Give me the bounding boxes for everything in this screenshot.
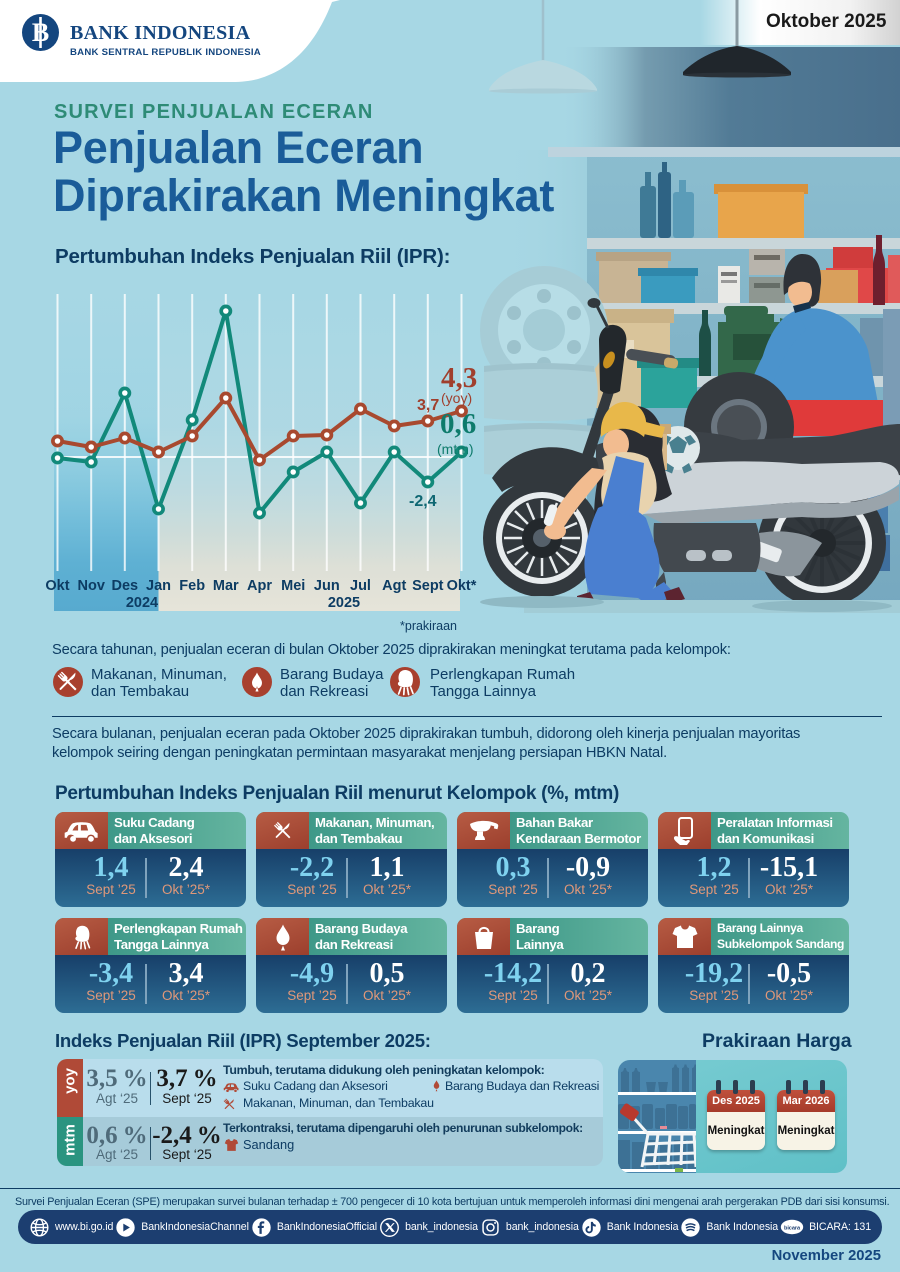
- svg-text:Jun: Jun: [314, 578, 340, 594]
- svg-text:Okt: Okt: [45, 578, 69, 594]
- svg-text:Apr: Apr: [247, 578, 272, 594]
- svg-text:Mei: Mei: [281, 578, 305, 594]
- svg-text:Nov: Nov: [77, 578, 104, 594]
- svg-text:Jul: Jul: [350, 578, 371, 594]
- svg-text:2024: 2024: [126, 595, 158, 611]
- svg-text:bicara: bicara: [784, 1225, 801, 1231]
- svg-text:Agt: Agt: [382, 578, 406, 594]
- svg-text:Sept: Sept: [412, 578, 444, 594]
- svg-text:Mar: Mar: [213, 578, 239, 594]
- svg-text:Des: Des: [111, 578, 138, 594]
- svg-text:Jan: Jan: [146, 578, 171, 594]
- svg-text:Okt*: Okt*: [447, 578, 477, 594]
- svg-text:2025: 2025: [328, 595, 360, 611]
- svg-text:Feb: Feb: [179, 578, 205, 594]
